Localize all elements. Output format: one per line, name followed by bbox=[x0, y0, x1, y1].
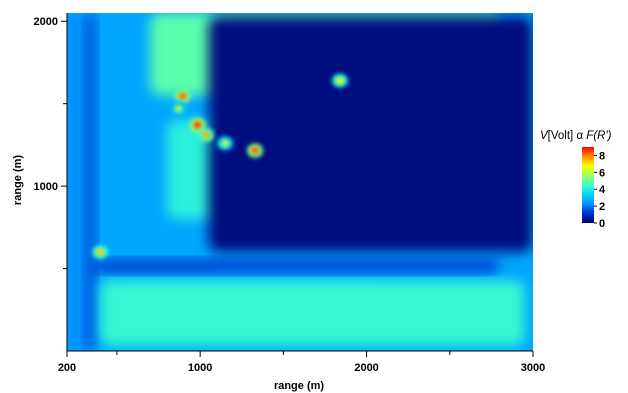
colorbar-tick-label: 4 bbox=[599, 184, 606, 196]
colorbar: V[Volt] α F(R') 0 2 4 6 8 bbox=[540, 130, 612, 230]
heatmap-plot-area bbox=[67, 13, 533, 351]
hotspot bbox=[201, 131, 210, 139]
colorbar-title-part: V bbox=[540, 130, 549, 142]
x-tick-label: 3000 bbox=[521, 362, 545, 374]
y-tick-label: 2000 bbox=[34, 16, 58, 28]
hotspot bbox=[96, 248, 105, 256]
hotspot bbox=[193, 121, 202, 129]
colorbar-tick-label: 8 bbox=[599, 150, 605, 162]
hotspot bbox=[178, 92, 187, 100]
colorbar-scale bbox=[582, 147, 594, 223]
heatmap-regions bbox=[67, 13, 533, 351]
x-tick-label: 200 bbox=[58, 362, 76, 374]
colorbar-title-part: F(R') bbox=[586, 130, 611, 142]
colorbar-tick-label: 6 bbox=[599, 167, 605, 179]
heatmap-region bbox=[208, 16, 533, 253]
hotspot bbox=[174, 105, 183, 113]
x-axis-title: range (m) bbox=[274, 380, 324, 392]
hotspot bbox=[251, 147, 260, 155]
colorbar-ticks: 0 2 4 6 8 bbox=[594, 150, 606, 230]
hotspot bbox=[335, 77, 344, 85]
colorbar-title: V[Volt] α F(R') bbox=[540, 130, 612, 142]
colorbar-tick-label: 2 bbox=[599, 201, 605, 213]
heatmap-region bbox=[67, 13, 84, 351]
y-axis-ticks: 1000 2000 bbox=[34, 16, 67, 270]
y-tick-label: 1000 bbox=[34, 181, 58, 193]
heatmap-region bbox=[83, 13, 97, 351]
axes: 200 1000 2000 3000 1000 2000 range (m) range… bbox=[12, 13, 545, 392]
x-axis-ticks: 200 1000 2000 3000 bbox=[58, 351, 545, 374]
heatmap-region bbox=[91, 258, 500, 274]
x-tick-label: 1000 bbox=[188, 362, 212, 374]
heatmap-region bbox=[100, 280, 525, 347]
colorbar-title-part: [Volt] α bbox=[548, 130, 587, 142]
heatmap-hotspots bbox=[92, 73, 348, 260]
x-tick-label: 2000 bbox=[354, 362, 378, 374]
hotspot bbox=[221, 139, 230, 147]
y-axis-title: range (m) bbox=[12, 155, 24, 205]
colorbar-tick-label: 0 bbox=[599, 218, 605, 230]
